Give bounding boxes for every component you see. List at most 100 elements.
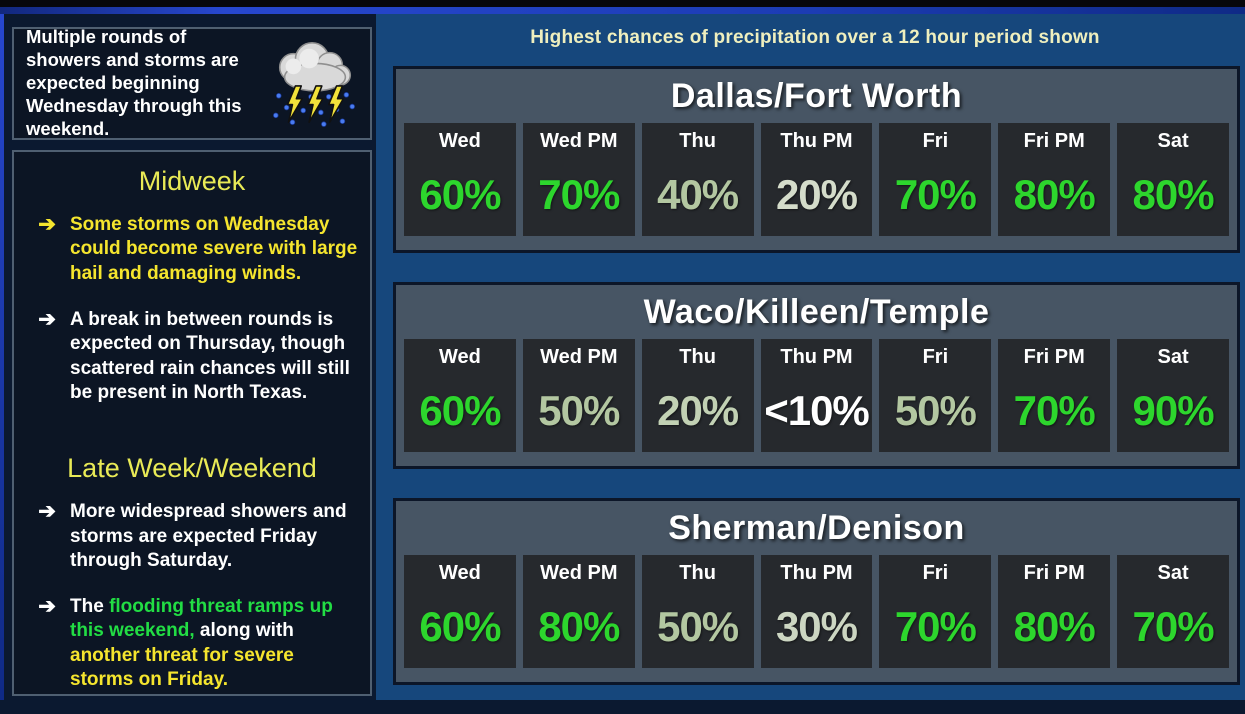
precip-value: 70%	[538, 170, 620, 218]
precip-value: 80%	[538, 602, 620, 650]
forecast-cell: Wed PM 50%	[522, 339, 635, 452]
forecast-cell: Thu PM 30%	[760, 555, 873, 668]
precip-value: 70%	[1013, 386, 1096, 434]
day-header: Fri	[922, 346, 949, 368]
forecast-cell: Fri PM 80%	[998, 555, 1111, 668]
text-segment: along with	[194, 620, 294, 642]
forecast-cell: Thu 50%	[641, 555, 754, 668]
forecast-table: Dallas/Fort Worth Wed 60% Wed PM 70% Thu 40% Th…	[393, 66, 1240, 253]
precip-value: 60%	[419, 602, 501, 650]
bullet-text: More widespread showers and storms are e…	[70, 500, 360, 573]
day-header: Wed PM	[540, 562, 618, 584]
forecast-row: Wed 60% Wed PM 70% Thu 40% Thu PM 20% Fri 70% Fri …	[404, 123, 1229, 236]
forecast-cell: Wed PM 80%	[522, 555, 635, 668]
day-header: Thu	[679, 130, 716, 152]
bullet-arrow-icon: ➔	[38, 500, 56, 524]
forecast-cell: Thu 40%	[641, 123, 754, 236]
summary-text: Multiple rounds of showers and storms ar…	[26, 26, 242, 139]
precip-value: 50%	[894, 386, 977, 434]
forecast-cell: Fri 70%	[879, 123, 992, 236]
forecast-table: Sherman/Denison Wed 60% Wed PM 80% Thu 50% Thu …	[393, 498, 1240, 685]
precip-value: 80%	[1132, 170, 1215, 218]
text-segment: More widespread showers and storms are e…	[70, 501, 347, 571]
top-blue-accent-strip	[0, 7, 1245, 14]
forecast-cell: Thu 20%	[641, 339, 754, 452]
day-header: Fri PM	[1023, 130, 1085, 152]
storm-cloud-lightning-icon	[266, 34, 364, 134]
forecast-cell: Wed 60%	[404, 339, 516, 452]
day-header: Fri PM	[1023, 346, 1085, 368]
precip-value: 90%	[1132, 386, 1215, 434]
details-box: Midweek ➔ Some storms on Wednesday could b…	[12, 150, 372, 696]
text-segment: The	[70, 596, 110, 618]
forecast-table: Waco/Killeen/Temple Wed 60% Wed PM 50% Thu 20%…	[393, 282, 1240, 469]
precip-value: 70%	[894, 602, 977, 650]
day-header: Wed PM	[540, 346, 618, 368]
bullet-text: Some storms on Wednesday could become se…	[70, 213, 360, 286]
forecast-cell: Wed 60%	[404, 123, 516, 236]
forecast-cell: Wed 60%	[404, 555, 516, 668]
precip-value: <10%	[764, 386, 870, 434]
bullet-item: ➔ Some storms on Wednesday could become s…	[24, 213, 360, 286]
forecast-cell: Sat 80%	[1117, 123, 1229, 236]
day-header: Thu PM	[780, 130, 853, 152]
precip-value: 70%	[894, 170, 977, 218]
precip-value: 40%	[657, 170, 739, 218]
bullet-item: ➔ The flooding threat ramps up this weeke…	[24, 595, 360, 692]
day-header: Fri PM	[1023, 562, 1085, 584]
text-segment: another threat for severe storms on Frid…	[70, 644, 294, 691]
summary-box: Multiple rounds of showers and storms ar…	[12, 26, 372, 140]
text-segment: flooding threat ramps up this weekend,	[70, 596, 333, 642]
precip-value: 80%	[1013, 602, 1096, 650]
day-header: Thu	[679, 346, 716, 368]
day-header: Thu PM	[780, 562, 853, 584]
forecast-cell: Sat 70%	[1117, 555, 1229, 668]
text-segment: A break in between rounds is expected on…	[70, 308, 350, 403]
left-blue-accent-strip	[0, 14, 4, 700]
day-header: Wed	[438, 130, 481, 152]
forecast-cell: Fri PM 80%	[998, 123, 1111, 236]
precip-value: 20%	[657, 386, 739, 434]
forecast-cell: Fri 50%	[879, 339, 992, 452]
bullet-item: ➔ More widespread showers and storms are …	[24, 500, 360, 573]
day-header: Thu	[679, 562, 716, 584]
section-heading: Late Week/Weekend	[67, 453, 317, 484]
precip-value: 20%	[775, 170, 858, 218]
day-header: Thu PM	[780, 346, 853, 368]
text-segment: Some storms on Wednesday could become se…	[70, 214, 358, 284]
forecast-row: Wed 60% Wed PM 50% Thu 20% Thu PM <10% Fri 50% Fri…	[404, 339, 1229, 452]
precip-value: 30%	[775, 602, 858, 650]
precip-value: 60%	[419, 386, 501, 434]
bullet-item: ➔ A break in between rounds is expected o…	[24, 308, 360, 405]
day-header: Sat	[1157, 130, 1189, 152]
day-header: Wed	[438, 562, 481, 584]
precip-value: 80%	[1013, 170, 1096, 218]
region-title: Waco/Killeen/Temple	[643, 293, 990, 331]
precip-value: 50%	[657, 602, 739, 650]
precip-value: 50%	[538, 386, 620, 434]
forecast-cell: Thu PM 20%	[760, 123, 873, 236]
day-header: Wed PM	[540, 130, 618, 152]
day-header: Wed	[438, 346, 481, 368]
forecast-cell: Sat 90%	[1117, 339, 1229, 452]
day-header: Sat	[1157, 562, 1189, 584]
bullet-arrow-icon: ➔	[38, 307, 56, 331]
region-title: Dallas/Fort Worth	[670, 77, 963, 115]
bullet-arrow-icon: ➔	[38, 213, 56, 236]
forecast-cell: Wed PM 70%	[522, 123, 635, 236]
day-header: Fri	[922, 130, 949, 152]
precip-value: 60%	[419, 170, 501, 218]
bullet-text: A break in between rounds is expected on…	[70, 308, 360, 405]
day-header: Fri	[922, 562, 949, 584]
forecast-cell: Fri PM 70%	[998, 339, 1111, 452]
bullet-text: The flooding threat ramps up this weeken…	[70, 595, 360, 692]
precip-note: Highest chances of precipitation over a …	[530, 27, 1100, 48]
precip-value: 70%	[1132, 602, 1215, 650]
forecast-row: Wed 60% Wed PM 80% Thu 50% Thu PM 30% Fri 70% Fri …	[404, 555, 1229, 668]
forecast-cell: Fri 70%	[879, 555, 992, 668]
day-header: Sat	[1157, 346, 1189, 368]
region-title: Sherman/Denison	[668, 509, 965, 547]
top-black-bar	[0, 0, 1245, 7]
bullet-arrow-icon: ➔	[38, 595, 56, 619]
section-heading: Midweek	[138, 166, 246, 196]
